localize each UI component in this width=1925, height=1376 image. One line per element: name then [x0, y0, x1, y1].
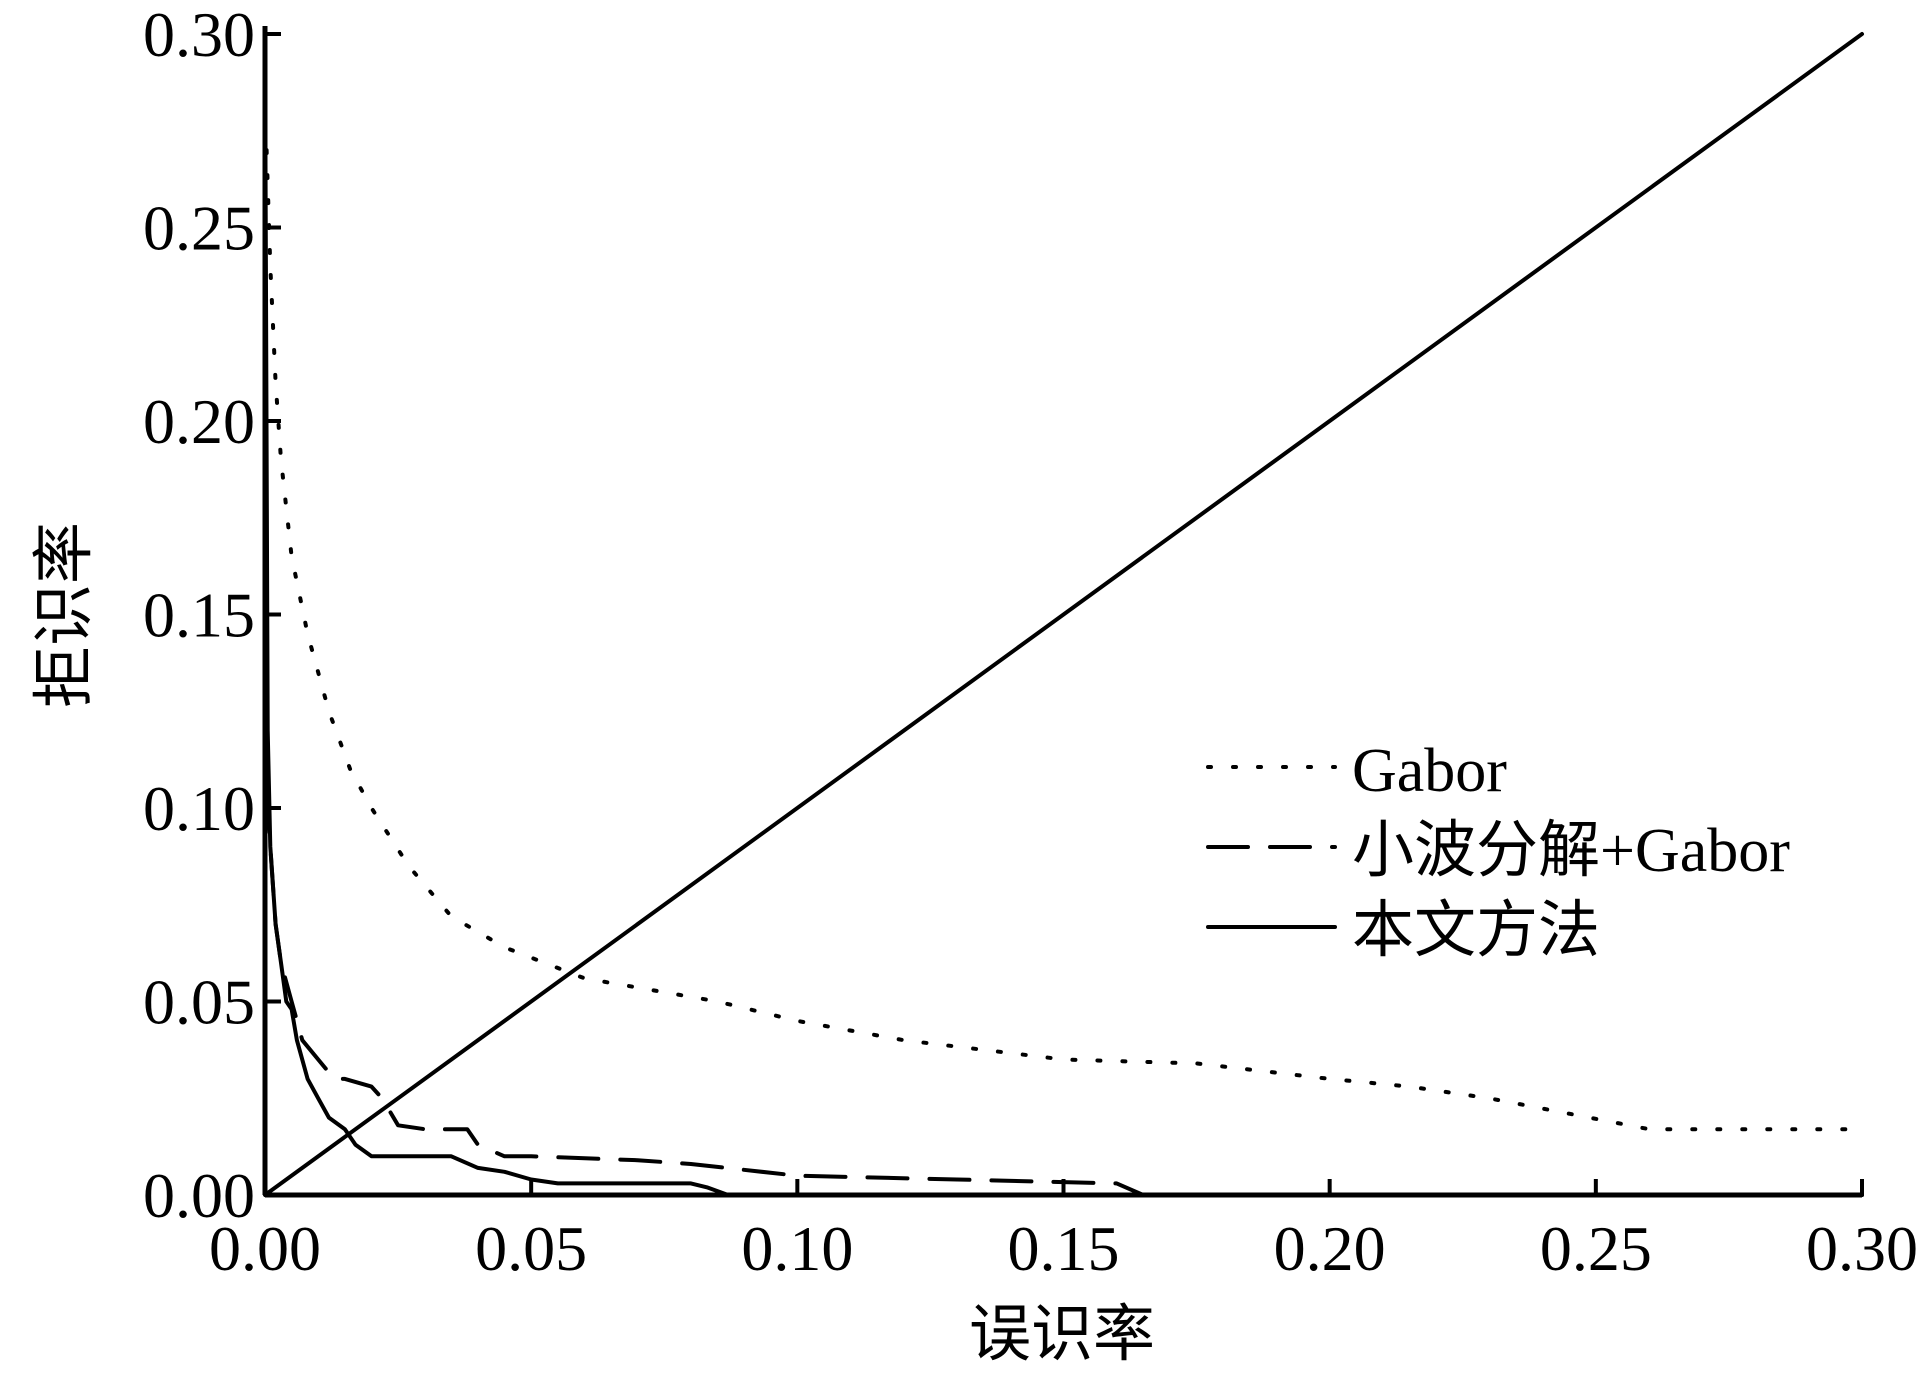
series [263, 32, 1864, 1197]
y-tick-label: 0.05 [143, 967, 255, 1038]
x-tick-label: 0.20 [1274, 1213, 1386, 1284]
series-line-solid [263, 32, 1864, 1197]
x-tick-label: 0.00 [209, 1213, 321, 1284]
x-axis-label: 误识率 [969, 1297, 1155, 1370]
legend-label: 小波分解+Gabor [1352, 817, 1790, 885]
legend: Gabor 小波分解+Gabor 本文方法 [1206, 737, 1790, 965]
x-tick-label: 0.25 [1540, 1213, 1652, 1284]
y-tick-label: 0.00 [143, 1160, 255, 1231]
x-tick-label: 0.30 [1806, 1213, 1918, 1284]
y-tick-label: 0.15 [143, 580, 255, 651]
series-line-dotted [264, 148, 1864, 1132]
legend-label: 本文方法 [1352, 897, 1600, 965]
y-tick-label: 0.20 [143, 386, 255, 457]
x-tick-label: 0.05 [475, 1213, 587, 1284]
y-tick-label: 0.25 [143, 193, 255, 264]
legend-label: Gabor [1352, 737, 1507, 805]
y-tick-label: 0.30 [143, 0, 255, 70]
tick-labels: 0.00 0.05 0.10 0.15 0.20 0.25 0.30 0.00 0.05 0.10… [143, 0, 1918, 1284]
x-tick-label: 0.10 [741, 1213, 853, 1284]
series-line-dashed [263, 728, 1864, 1197]
y-axis-label: 拒识率 [27, 522, 100, 708]
x-tick-label: 0.15 [1008, 1213, 1120, 1284]
series-line-eer [263, 32, 1864, 1197]
y-tick-label: 0.10 [143, 773, 255, 844]
